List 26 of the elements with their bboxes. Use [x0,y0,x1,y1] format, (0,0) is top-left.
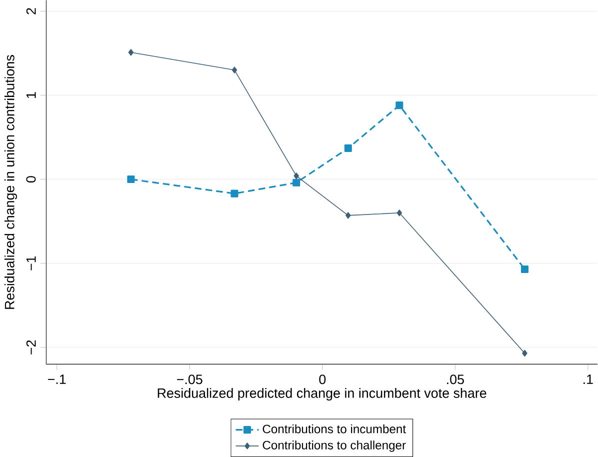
y-axis-title: Residualized change in union contributions [4,55,17,309]
x-tick-label: −.1 [48,374,66,384]
point [396,210,402,216]
y-tick-label: 0 [26,176,36,182]
x-axis-title: Residualized predicted change in incumbent vote share [158,388,486,401]
point [396,102,404,110]
point [346,212,351,219]
point [292,178,300,186]
x-tick-label: 0 [319,374,326,384]
x-tick-label: −.05 [177,374,202,384]
legend-label: Contributions to incumbent [262,424,406,434]
y-tick-label: −2 [26,340,36,354]
legend-label: Contributions to challenger [262,440,406,452]
y-tick-label: −1 [26,256,36,270]
y-tick-label: 2 [26,8,36,14]
point [522,350,528,357]
point [232,66,238,74]
point [294,172,299,180]
point [230,190,238,198]
x-tick-label: .05 [447,374,464,384]
point [127,176,135,184]
point [128,49,134,56]
point [520,265,528,273]
point [344,144,352,152]
y-tick-label: 1 [26,92,36,98]
x-tick-label: .1 [584,374,593,384]
